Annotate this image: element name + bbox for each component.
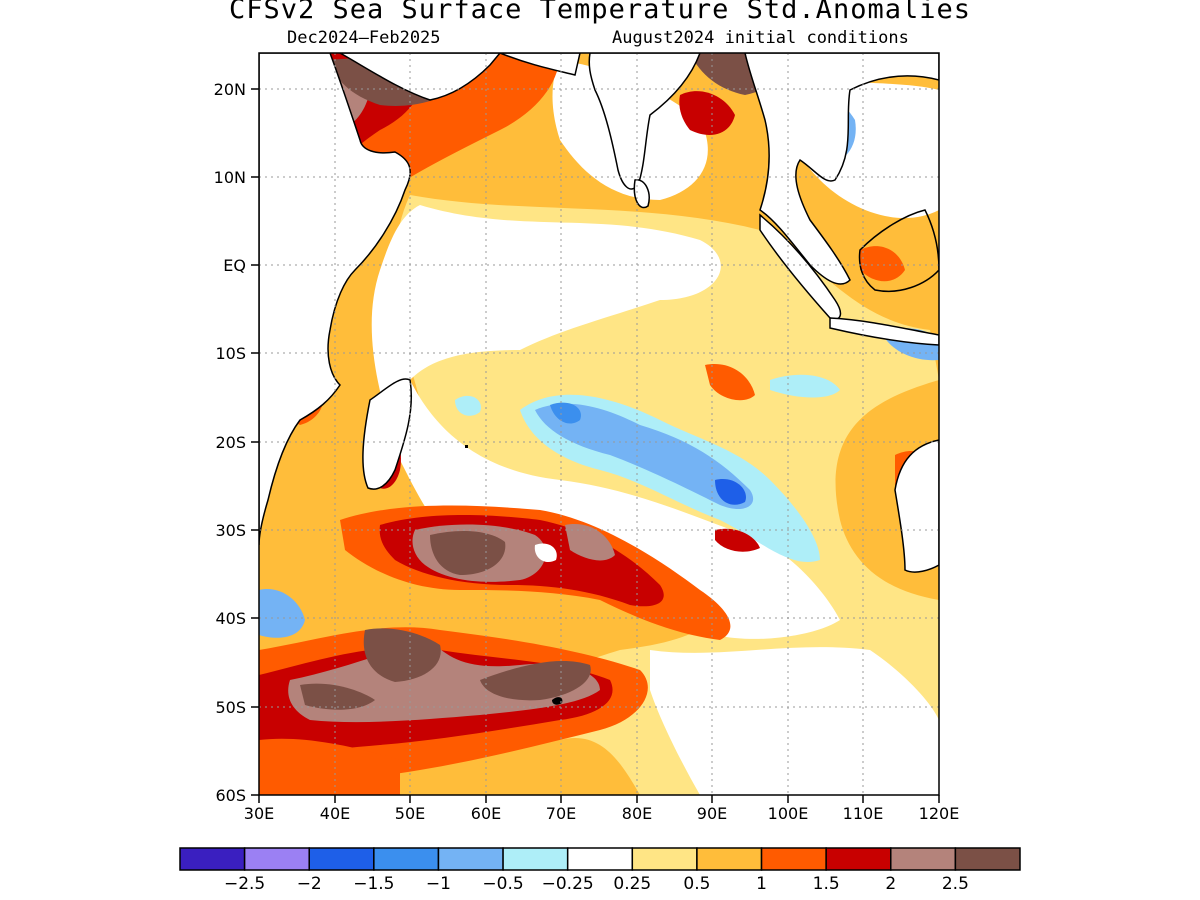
forecast-period: Dec2024–Feb2025: [287, 28, 441, 48]
arabia-landmass: [338, 53, 501, 101]
lon-label: 30E: [244, 804, 274, 823]
map-frame: [258, 52, 940, 796]
lon-label: 40E: [320, 804, 350, 823]
lon-label: 80E: [622, 804, 652, 823]
madagascar: [362, 378, 413, 490]
colorbar-label: 2.5: [942, 874, 969, 894]
colorbar-swatch: [373, 847, 440, 871]
warm-anomaly-central-east: [705, 364, 755, 401]
persia-coast: [499, 53, 581, 76]
latitude-ticks: [251, 88, 259, 796]
colorbar-swatch: [566, 847, 634, 871]
colorbar-swatch: [631, 847, 698, 871]
reunion-island: [465, 445, 468, 448]
neutral-pocket-30s: [534, 543, 557, 563]
lat-label: 10S: [215, 344, 246, 363]
lat-label: 30S: [215, 521, 246, 540]
cool-anomaly-small-east: [770, 374, 840, 398]
colorbar-label: −2.5: [224, 874, 265, 894]
warm-anomaly-borneo: [860, 246, 905, 282]
colorbar-swatch: [243, 847, 310, 871]
colorbar-label: −0.5: [482, 874, 523, 894]
graticule: [259, 53, 939, 795]
colorbar-label: 0.25: [613, 874, 651, 894]
lon-label: 100E: [768, 804, 809, 823]
java-islands: [829, 317, 939, 346]
lat-label: 20N: [214, 80, 246, 99]
colorbar-swatch: [696, 847, 763, 871]
sri-lanka: [633, 179, 650, 209]
cool-anomaly-core-east: [715, 479, 746, 505]
colorbar-swatch: [954, 847, 1021, 871]
colorbar-swatch: [308, 847, 375, 871]
colorbar-swatch: [437, 847, 504, 871]
lat-label: 10N: [214, 168, 246, 187]
colorbar-swatch: [502, 847, 569, 871]
warm-band-50s-max-north: [363, 628, 441, 682]
lon-label: 60E: [471, 804, 501, 823]
lon-label: 50E: [395, 804, 425, 823]
colorbar-label: 1: [756, 874, 767, 894]
longitude-ticks: [258, 795, 940, 803]
india-landmass: [588, 53, 701, 190]
sumatra: [759, 213, 842, 320]
lon-label: 110E: [843, 804, 884, 823]
lat-label: 40S: [215, 609, 246, 628]
australia-landmass: [894, 439, 939, 573]
colorbar: −2.5 −2 −1.5 −1 −0.5 −0.25 0.25 0.5 1 1.5 2 2.5: [179, 847, 1021, 894]
warm-band-30s-extreme-east: [565, 524, 615, 561]
longitude-labels: 30E 40E 50E 60E 70E 80E 90E 100E 110E 12…: [244, 804, 960, 823]
lon-label: 90E: [697, 804, 727, 823]
warm-band-50s-max-west: [300, 683, 375, 710]
colorbar-label: −2: [297, 874, 322, 894]
cool-anomaly-small: [455, 395, 481, 416]
warm-anomaly-india: [679, 91, 735, 135]
latitude-labels: 20N 10N EQ 10S 20S 30S 40S 50S 60S: [214, 80, 246, 805]
cool-anomaly-core-west: [550, 402, 581, 424]
lon-label: 70E: [546, 804, 576, 823]
warm-anomaly-small-south: [715, 528, 760, 552]
neutral-region-south: [650, 647, 939, 795]
lon-label: 120E: [919, 804, 960, 823]
figure-title: CFSv2 Sea Surface Temperature Std.Anomal…: [229, 0, 971, 25]
lat-label: 20S: [215, 433, 246, 452]
colorbar-label: 2: [885, 874, 896, 894]
colorbar-swatch: [825, 847, 892, 871]
colorbar-label: −1.5: [353, 874, 394, 894]
lat-label: EQ: [223, 256, 246, 275]
colorbar-swatch: [890, 847, 957, 871]
southeast-asia-landmass: [744, 53, 939, 285]
colorbar-label: 0.5: [683, 874, 710, 894]
colorbar-swatch: [179, 847, 246, 871]
borneo: [858, 209, 939, 292]
warm-band-50s-max-east: [480, 660, 591, 701]
kerguelen-island: [552, 697, 563, 705]
colorbar-label: −1: [426, 874, 451, 894]
colorbar-swatch: [760, 847, 827, 871]
cool-anomaly-southwest: [259, 589, 305, 638]
lat-label: 50S: [215, 698, 246, 717]
cool-anomaly-medium: [535, 403, 754, 510]
lat-label: 60S: [215, 786, 246, 805]
colorbar-label: −0.25: [542, 874, 594, 894]
warm-band-south-edge: [259, 738, 400, 795]
initial-conditions: August2024 initial conditions: [612, 28, 909, 48]
colorbar-label: 1.5: [813, 874, 840, 894]
